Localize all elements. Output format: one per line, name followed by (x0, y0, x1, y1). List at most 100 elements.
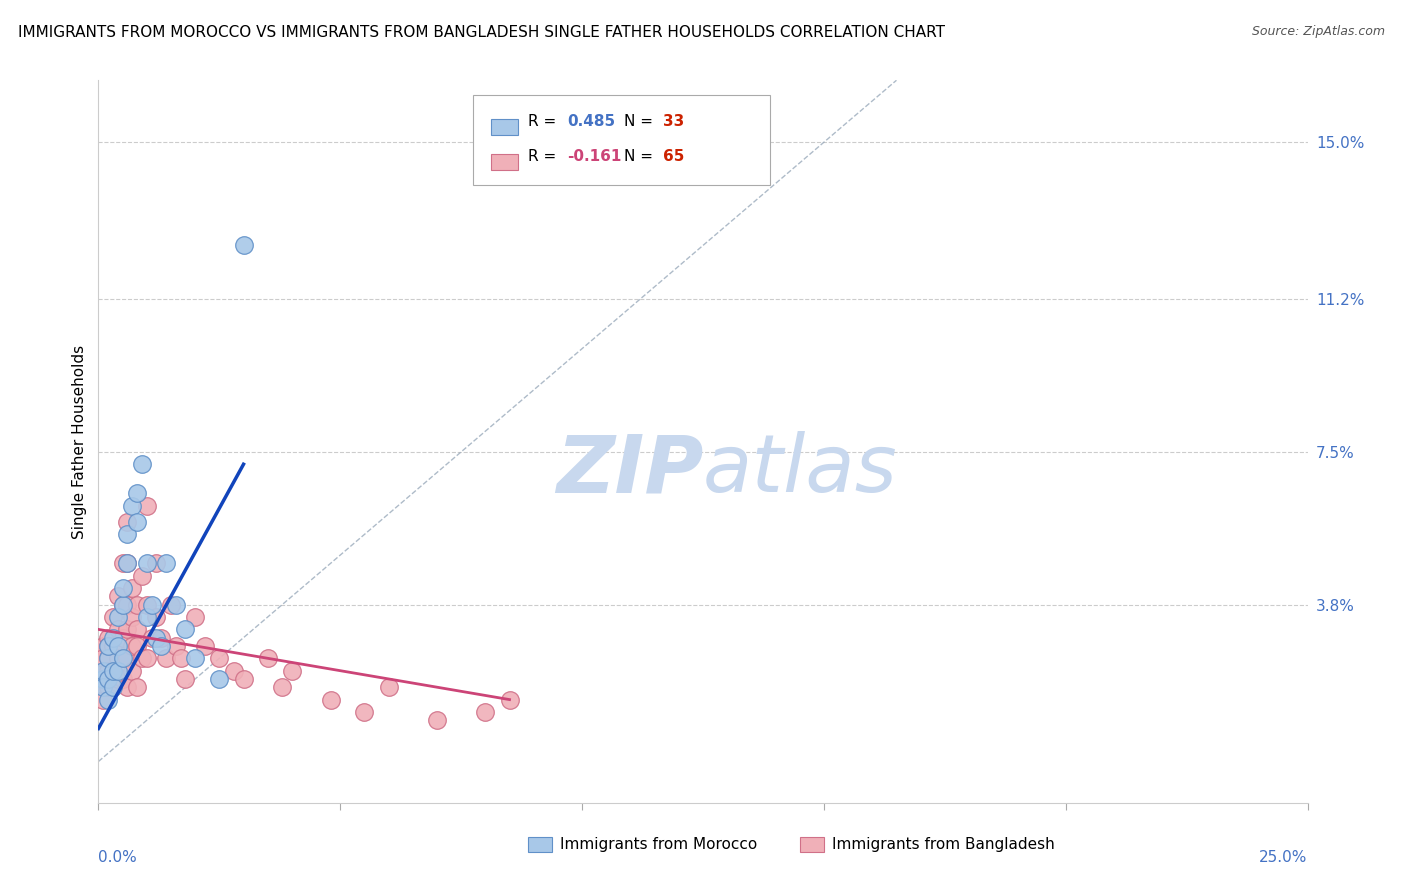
Point (281, 664, 304, 678)
Point (111, 581, 134, 595)
Point (150, 639, 173, 653)
Point (121, 610, 143, 624)
Point (145, 631, 167, 645)
Point (127, 623, 149, 637)
Point (91, 651, 114, 665)
Point (101, 639, 124, 653)
Text: IMMIGRANTS FROM MOROCCO VS IMMIGRANTS FROM BANGLADESH SINGLE FATHER HOUSEHOLDS C: IMMIGRANTS FROM MOROCCO VS IMMIGRANTS FR… (18, 25, 945, 40)
Point (208, 672, 231, 686)
FancyBboxPatch shape (527, 838, 551, 852)
Point (97, 639, 120, 653)
FancyBboxPatch shape (492, 154, 517, 169)
Point (111, 598, 134, 612)
Point (91, 664, 114, 678)
Point (111, 672, 134, 686)
Point (135, 598, 157, 612)
Point (194, 639, 217, 653)
Point (474, 705, 496, 719)
Point (135, 499, 157, 513)
Point (117, 557, 139, 571)
Point (184, 610, 207, 624)
Point (232, 238, 254, 252)
Text: 33: 33 (664, 114, 685, 129)
Point (111, 651, 134, 665)
Text: R =: R = (527, 149, 561, 163)
Point (111, 631, 134, 645)
Point (97, 631, 120, 645)
Point (127, 639, 149, 653)
Text: Source: ZipAtlas.com: Source: ZipAtlas.com (1251, 25, 1385, 38)
Point (127, 680, 149, 694)
Text: 65: 65 (664, 149, 685, 163)
Point (127, 598, 149, 612)
Point (165, 639, 187, 653)
Point (97, 692, 120, 706)
Text: 0.485: 0.485 (568, 114, 616, 129)
Point (91, 680, 114, 694)
Point (498, 692, 520, 706)
Point (91, 692, 114, 706)
FancyBboxPatch shape (474, 95, 769, 185)
Point (117, 515, 139, 529)
Point (117, 527, 139, 541)
Point (107, 610, 129, 624)
Point (97, 651, 120, 665)
Text: R =: R = (527, 114, 561, 129)
Point (91, 680, 114, 694)
Text: N =: N = (624, 114, 658, 129)
Point (107, 664, 129, 678)
Point (208, 651, 231, 665)
Point (135, 610, 157, 624)
Point (117, 623, 139, 637)
Point (101, 631, 124, 645)
Point (174, 623, 197, 637)
Point (121, 664, 143, 678)
Point (97, 672, 120, 686)
Y-axis label: Single Father Households: Single Father Households (72, 344, 87, 539)
Point (127, 486, 149, 500)
Point (101, 610, 124, 624)
Point (117, 651, 139, 665)
Point (127, 515, 149, 529)
Point (353, 705, 375, 719)
Text: ZIP: ZIP (555, 432, 703, 509)
Point (169, 651, 191, 665)
Point (141, 598, 163, 612)
Point (426, 713, 449, 727)
Point (377, 680, 399, 694)
Point (111, 598, 134, 612)
Point (111, 557, 134, 571)
Point (117, 680, 139, 694)
FancyBboxPatch shape (492, 120, 517, 136)
Point (222, 664, 245, 678)
Point (111, 651, 134, 665)
Point (107, 651, 129, 665)
Point (97, 639, 120, 653)
Point (101, 680, 124, 694)
Point (131, 457, 153, 471)
Point (155, 651, 177, 665)
Point (121, 639, 143, 653)
Point (135, 651, 157, 665)
Text: 25.0%: 25.0% (1260, 850, 1308, 864)
Point (97, 664, 120, 678)
Point (174, 672, 197, 686)
Text: atlas: atlas (703, 432, 898, 509)
Point (131, 568, 153, 582)
Text: Immigrants from Morocco: Immigrants from Morocco (561, 838, 758, 852)
Point (97, 680, 120, 694)
Text: Immigrants from Bangladesh: Immigrants from Bangladesh (832, 838, 1054, 852)
Point (107, 672, 129, 686)
Point (184, 651, 207, 665)
Point (135, 557, 157, 571)
Point (101, 664, 124, 678)
FancyBboxPatch shape (800, 838, 824, 852)
Point (91, 672, 114, 686)
Point (91, 639, 114, 653)
Point (145, 557, 167, 571)
Text: N =: N = (624, 149, 658, 163)
Point (107, 623, 129, 637)
Point (107, 590, 129, 604)
Point (271, 680, 294, 694)
Text: -0.161: -0.161 (568, 149, 621, 163)
